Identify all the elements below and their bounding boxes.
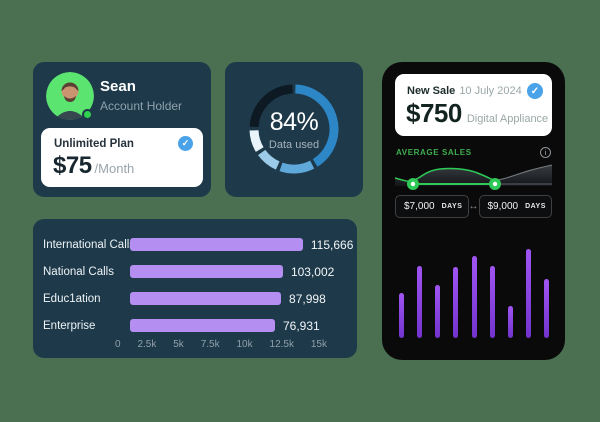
sales-bar: [525, 249, 531, 338]
range-to-input[interactable]: $9,000 DAYS: [478, 195, 552, 218]
sales-bar: [435, 285, 441, 338]
x-axis-tick: 10k: [236, 339, 253, 350]
calls-chart-row: Educ1ation 87,998: [33, 285, 357, 312]
calls-bar: [130, 319, 275, 332]
donut-segment: [249, 129, 264, 152]
calls-value-label: 87,998: [289, 291, 326, 306]
avatar: [46, 72, 94, 120]
calls-bar-track: 76,931: [130, 318, 320, 333]
donut-segment: [249, 84, 293, 128]
sale-check-icon[interactable]: ✓: [527, 83, 543, 99]
profile-role: Account Holder: [100, 99, 183, 113]
x-axis-tick: 2.5k: [137, 339, 157, 350]
sales-bar: [507, 306, 513, 338]
phone-panel: New Sale 10 July 2024 $750 Digital Appli…: [382, 62, 565, 360]
info-icon[interactable]: i: [540, 147, 551, 158]
calls-chart-card: International Calls 115,666 National Calls…: [33, 219, 357, 358]
calls-category-label: Educ1ation: [43, 292, 101, 305]
sale-title: New Sale: [407, 85, 456, 97]
sales-bar-chart: [399, 248, 549, 338]
average-sales-area-chart[interactable]: [395, 160, 552, 192]
range-from-unit: DAYS: [441, 203, 463, 210]
donut-segment: [295, 84, 339, 167]
donut-segment: [279, 160, 315, 174]
sales-bar: [417, 266, 423, 338]
calls-bar-track: 115,666: [130, 238, 353, 252]
calls-bar: [130, 292, 282, 305]
sale-amount: $750: [406, 98, 462, 128]
sale-item: Digital Appliance: [466, 113, 549, 125]
calls-category-label: International Calls: [43, 238, 136, 251]
calls-bar: [130, 265, 283, 278]
new-sale-card[interactable]: New Sale 10 July 2024 $750 Digital Appli…: [395, 74, 552, 136]
plan-label: Unlimited Plan: [54, 138, 134, 150]
range-to-unit: DAYS: [525, 203, 546, 210]
x-axis-tick: 0: [115, 339, 121, 350]
calls-chart-row: National Calls 103,002: [33, 258, 357, 285]
plan-check-icon[interactable]: ✓: [178, 136, 193, 151]
x-axis-tick: 15k: [310, 339, 327, 350]
range-arrow-icon: ↔: [468, 201, 479, 212]
range-from-value: $7,000: [404, 201, 435, 212]
calls-value-label: 115,666: [310, 237, 354, 252]
data-usage-donut-chart: [249, 84, 339, 174]
x-axis-tick: 7.5k: [200, 339, 220, 350]
data-usage-card: 84% Data used: [225, 62, 363, 197]
profile-name: Sean: [100, 78, 136, 95]
calls-bar-track: 87,998: [130, 292, 326, 306]
sales-bar: [399, 293, 404, 338]
donut-segment: [257, 149, 280, 170]
calls-bar-track: 103,002: [130, 265, 334, 279]
calls-chart-row: Enterprise 76,931: [33, 312, 357, 339]
calls-chart-x-axis: 0 2.5k 5k 7.5k 10k 12.5k 15k: [115, 339, 327, 350]
avatar-image: [46, 72, 94, 120]
calls-value-label: 76,931: [282, 318, 320, 333]
calls-bar: [130, 238, 303, 251]
calls-chart-rows: International Calls 115,666 National Calls…: [33, 231, 357, 339]
sales-bar: [544, 279, 549, 338]
x-axis-tick: 12.5k: [269, 339, 294, 350]
sales-bar: [489, 266, 495, 338]
plan-card[interactable]: Unlimited Plan $75 /Month ✓: [41, 128, 203, 187]
x-axis-tick: 5k: [173, 339, 184, 350]
calls-value-label: 103,002: [290, 264, 335, 279]
calls-chart-row: International Calls 115,666: [33, 231, 357, 258]
online-status-dot: [82, 109, 93, 120]
range-to-value: $9,000: [487, 201, 519, 212]
calls-category-label: National Calls: [43, 265, 114, 278]
slider-handle-right[interactable]: [489, 178, 501, 190]
slider-handle-left[interactable]: [407, 178, 419, 190]
plan-period: /Month: [94, 161, 135, 176]
sales-bar: [453, 267, 459, 338]
range-from-input[interactable]: $7,000 DAYS: [395, 195, 469, 218]
sales-bar: [471, 256, 477, 338]
profile-card: Sean Account Holder Unlimited Plan $75 /…: [33, 62, 211, 197]
calls-category-label: Enterprise: [43, 319, 96, 332]
sale-date: 10 July 2024: [459, 85, 522, 97]
plan-price: $75: [53, 152, 92, 179]
average-sales-label: AVERAGE SALES: [396, 148, 472, 157]
